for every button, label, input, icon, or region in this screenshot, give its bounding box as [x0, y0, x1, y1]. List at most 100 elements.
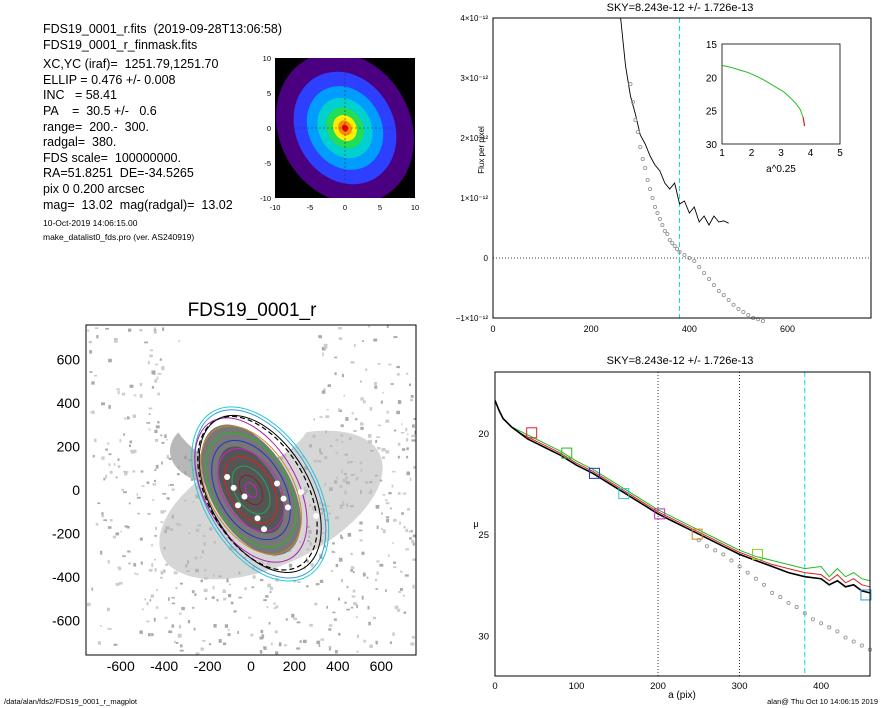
surface-point	[770, 590, 775, 595]
image-noise	[368, 439, 373, 444]
image-noise	[377, 446, 381, 450]
image-noise	[406, 471, 411, 476]
image-noise	[362, 572, 366, 577]
image-noise	[346, 585, 349, 589]
image-noise	[382, 456, 385, 459]
image-noise	[86, 329, 90, 332]
image-noise	[86, 602, 91, 607]
flux-point	[628, 81, 633, 87]
image-noise	[218, 639, 222, 643]
image-noise	[273, 607, 277, 609]
flux-point	[635, 129, 640, 135]
thumbnail-plot: -10 -5 0 5 10 10 5 0 -5 -10	[260, 54, 419, 212]
image-noise	[269, 586, 274, 591]
image-noise	[326, 408, 329, 411]
image-noise	[338, 597, 341, 601]
image-noise	[157, 421, 160, 424]
image-noise	[139, 537, 143, 541]
image-noise	[312, 418, 315, 421]
inset-content: 1 2 3 4 5 15 20 25 30	[706, 40, 843, 159]
image-noise	[411, 539, 415, 544]
image-noise	[157, 392, 160, 396]
image-noise	[90, 411, 94, 414]
surface-xtick: 0	[492, 681, 497, 692]
image-noise	[107, 560, 110, 564]
image-noise	[151, 386, 155, 389]
image-noise	[259, 650, 263, 654]
surface-xtick: 400	[813, 681, 829, 692]
image-noise	[161, 441, 165, 444]
image-noise	[393, 336, 398, 339]
image-noise	[115, 532, 120, 536]
image-noise	[328, 628, 332, 631]
image-noise	[328, 624, 333, 627]
image-noise	[120, 530, 122, 533]
image-noise	[89, 350, 93, 354]
image-noise	[147, 512, 151, 515]
thumbnail-xtick: -10	[270, 203, 281, 212]
image-noise	[352, 571, 355, 574]
image-noise	[124, 472, 128, 476]
image-noise	[174, 640, 176, 644]
image-noise	[398, 590, 401, 593]
surface-marker	[561, 447, 573, 459]
image-noise	[149, 354, 153, 358]
image-noise	[105, 327, 109, 330]
image-noise	[413, 417, 416, 420]
flux-frame	[492, 17, 872, 319]
image-noise	[405, 438, 409, 442]
flux-point	[662, 228, 667, 234]
image-noise	[168, 597, 170, 601]
image-noise	[334, 356, 338, 359]
image-noise	[350, 552, 353, 556]
image-noise	[369, 407, 373, 411]
image-noise	[146, 481, 150, 484]
image-noise	[359, 521, 363, 525]
image-noise	[103, 519, 107, 522]
flux-point	[640, 156, 645, 162]
image-noise	[412, 558, 416, 561]
image-noise	[200, 647, 204, 651]
image-noise	[233, 610, 236, 613]
image-noise	[118, 566, 121, 571]
image-noise	[388, 492, 392, 495]
image-noise	[305, 557, 308, 560]
image-noise	[382, 494, 386, 496]
image-noise	[296, 621, 301, 624]
image-noise	[165, 563, 169, 566]
image-noise	[265, 595, 269, 598]
image-noise	[410, 398, 414, 402]
thumbnail-xtick: 10	[411, 203, 419, 212]
image-noise	[139, 328, 143, 332]
image-noise	[297, 581, 301, 583]
image-noise	[152, 499, 155, 501]
flux-ytick: 3×10⁻¹²	[460, 74, 488, 83]
image-xtick: 600	[370, 658, 394, 674]
image-noise	[202, 640, 206, 642]
image-noise	[399, 521, 401, 525]
image-noise	[356, 604, 358, 609]
image-noise	[128, 444, 132, 448]
image-noise	[123, 491, 127, 494]
surface-point	[737, 564, 742, 569]
inset-xtick: 5	[837, 148, 843, 159]
image-noise	[350, 569, 354, 572]
image-noise	[155, 363, 159, 366]
surface-point	[721, 552, 726, 557]
header-line: PA = 30.5 +/- 0.6	[43, 103, 157, 118]
image-noise	[195, 652, 200, 655]
image-noise	[278, 642, 282, 647]
header-line: FDS19_0001_r.fits (2019-09-28T13:06:58)	[43, 22, 283, 36]
image-noise	[139, 393, 143, 398]
image-noise	[323, 388, 326, 392]
surface-ticks: 0 100 200 300 400 20 25 30	[478, 429, 829, 692]
image-noise	[94, 374, 98, 377]
image-noise	[361, 551, 365, 555]
image-ytick: 600	[57, 352, 81, 368]
image-noise	[101, 514, 105, 518]
image-noise	[203, 588, 208, 593]
image-xtick: -400	[150, 658, 178, 674]
image-noise	[403, 526, 406, 529]
image-noise	[386, 325, 389, 329]
flux-point	[630, 99, 635, 105]
